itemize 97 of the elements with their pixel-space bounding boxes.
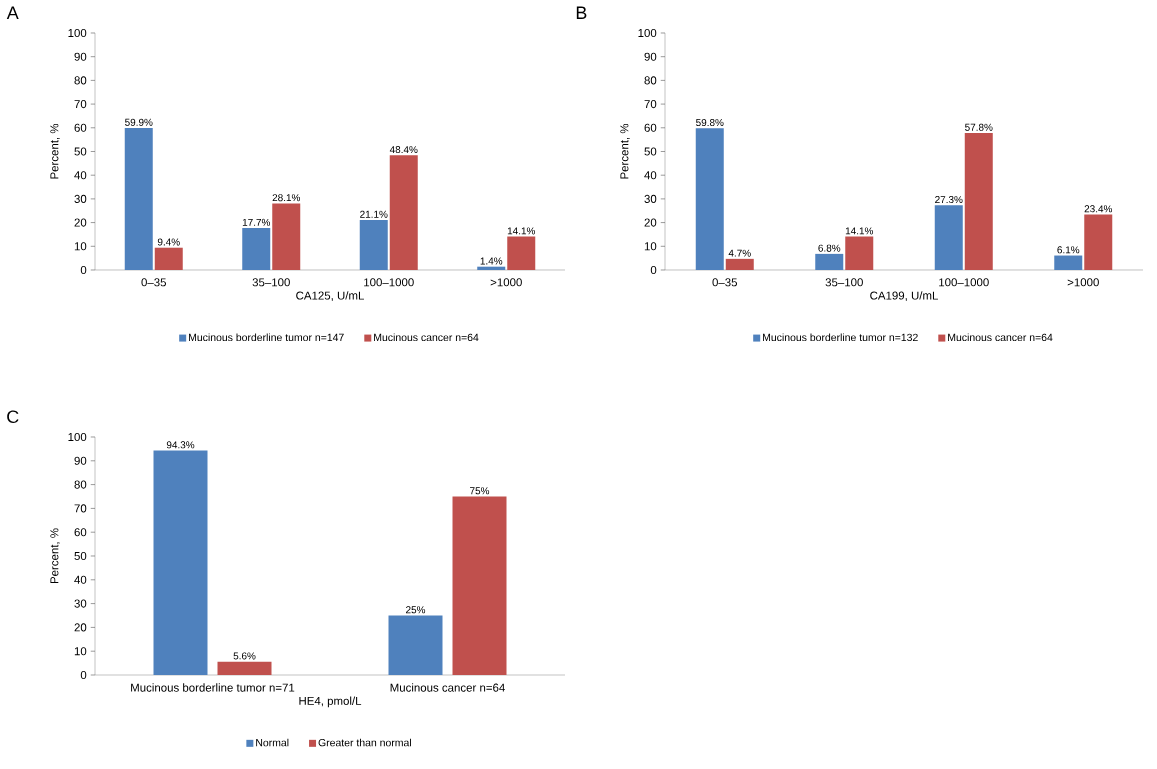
data-label: 9.4%: [157, 238, 180, 246]
legend-label: Mucinous cancer n=64: [374, 333, 479, 342]
data-label: 17.7%: [242, 218, 271, 226]
x-tick-label: 100–1000: [939, 278, 989, 287]
y-tick-label: 20: [644, 218, 657, 227]
y-tick-label: 80: [74, 480, 87, 489]
data-label: 4.7%: [728, 249, 751, 257]
x-tick-label: Mucinous borderline tumor n=71: [131, 683, 295, 692]
y-tick-label: 70: [74, 100, 87, 109]
y-tick-label: 100: [68, 28, 87, 38]
bar: [725, 258, 754, 270]
y-tick-label: 100: [68, 432, 87, 442]
y-tick-label: 60: [644, 123, 657, 132]
bar: [154, 247, 183, 270]
legend-label: Greater than normal: [318, 738, 411, 747]
legend-label: Mucinous borderline tumor n=147: [189, 333, 344, 342]
x-tick-label: 0–35: [141, 278, 167, 287]
data-label: 25%: [406, 606, 426, 614]
y-tick-label: 80: [74, 76, 87, 85]
bar: [934, 205, 963, 270]
data-label: 14.1%: [845, 227, 874, 235]
x-tick-label: >1000: [490, 278, 522, 287]
bar: [964, 133, 993, 270]
data-label: 6.8%: [818, 244, 841, 252]
chart-title: B: [576, 6, 587, 19]
bar: [124, 128, 153, 270]
bar: [359, 219, 388, 270]
x-tick-label: >1000: [1067, 278, 1099, 287]
y-axis-title: Percent, %: [620, 123, 630, 179]
y-tick-label: 10: [644, 242, 657, 251]
y-tick-label: 10: [74, 242, 87, 251]
data-label: 21.1%: [360, 210, 388, 218]
legend-label: Mucinous cancer n=64: [948, 333, 1053, 342]
data-label: 59.9%: [125, 118, 153, 126]
data-label: 48.4%: [389, 146, 418, 154]
x-tick-label: 35–100: [252, 278, 290, 287]
y-tick-label: 0: [80, 670, 87, 680]
y-tick-label: 40: [74, 171, 87, 180]
x-axis-title: CA199, U/mL: [870, 291, 938, 301]
bar: [507, 236, 536, 270]
bar: [242, 228, 271, 270]
data-label: 23.4%: [1084, 205, 1113, 213]
x-axis-title: HE4, pmol/L: [299, 696, 362, 708]
data-label: 28.1%: [272, 194, 301, 202]
y-tick-label: 90: [74, 52, 87, 61]
bar: [1084, 214, 1113, 270]
bar: [153, 450, 208, 675]
y-tick-label: 70: [74, 504, 87, 513]
data-label: 27.3%: [935, 196, 963, 204]
y-tick-label: 50: [74, 551, 87, 561]
y-tick-label: 30: [644, 194, 657, 203]
chart-title: C: [7, 410, 19, 424]
bar: [695, 128, 724, 270]
y-axis-title: Percent, %: [50, 528, 60, 584]
y-tick-label: 0: [80, 265, 87, 275]
y-tick-label: 20: [74, 623, 87, 632]
x-axis-title: CA125, U/mL: [296, 291, 364, 301]
bar: [1054, 255, 1083, 270]
y-tick-label: 60: [74, 123, 87, 132]
y-tick-label: 60: [74, 528, 87, 537]
data-label: 6.1%: [1057, 246, 1080, 254]
x-tick-label: 0–35: [712, 278, 738, 287]
bar: [477, 266, 506, 270]
y-tick-label: 40: [644, 171, 657, 180]
data-label: 5.6%: [233, 652, 256, 660]
data-label: 59.8%: [696, 119, 724, 127]
bar: [845, 236, 874, 270]
y-tick-label: 0: [650, 265, 657, 275]
legend-label: Normal: [256, 738, 289, 747]
chart-title: A: [6, 6, 19, 19]
y-tick-label: 20: [74, 218, 87, 227]
y-tick-label: 10: [74, 647, 87, 656]
y-tick-label: 100: [638, 28, 657, 38]
y-axis-title: Percent, %: [50, 123, 60, 179]
y-tick-label: 90: [74, 456, 87, 465]
y-tick-label: 40: [74, 575, 87, 584]
y-tick-label: 50: [74, 147, 87, 156]
data-label: 1.4%: [480, 257, 503, 265]
y-tick-label: 30: [74, 194, 87, 203]
bar: [388, 615, 443, 675]
bar: [452, 496, 507, 675]
y-tick-label: 50: [644, 147, 657, 156]
legend-label: Mucinous borderline tumor n=132: [763, 333, 918, 342]
bar: [815, 253, 844, 270]
y-tick-label: 70: [644, 100, 657, 109]
bar: [272, 203, 301, 270]
data-label: 14.1%: [507, 227, 536, 235]
bar: [217, 661, 272, 675]
x-tick-label: 100–1000: [364, 278, 414, 287]
data-label: 75%: [470, 487, 490, 495]
y-tick-label: 30: [74, 599, 87, 608]
y-tick-label: 80: [644, 76, 657, 85]
data-label: 94.3%: [166, 441, 195, 449]
data-label: 57.8%: [965, 123, 993, 131]
y-tick-label: 90: [644, 52, 657, 61]
x-tick-label: 35–100: [825, 278, 863, 287]
bar: [389, 155, 418, 270]
